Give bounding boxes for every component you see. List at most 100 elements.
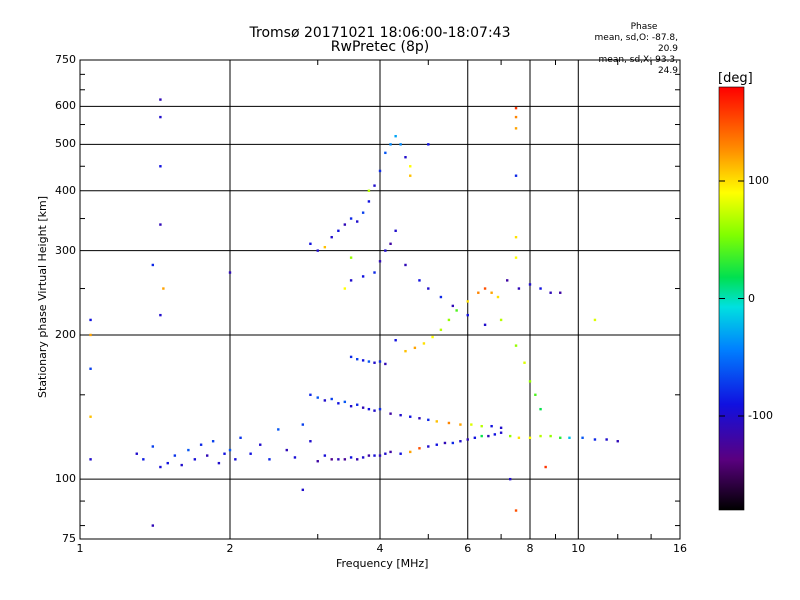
- data-point: [427, 445, 430, 448]
- data-point: [343, 287, 347, 290]
- data-point: [593, 318, 597, 322]
- x-tick-label: 4: [376, 542, 384, 555]
- data-point: [309, 393, 312, 397]
- data-point: [528, 436, 532, 439]
- data-point: [384, 362, 387, 366]
- data-point: [517, 436, 521, 439]
- data-point: [514, 344, 518, 347]
- data-point: [399, 452, 402, 455]
- x-tick-label: 10: [571, 542, 586, 555]
- data-point: [159, 165, 162, 168]
- data-point: [404, 263, 407, 267]
- data-point: [343, 223, 347, 226]
- x-tick-label: 16: [673, 542, 687, 555]
- data-point: [466, 438, 469, 441]
- data-point: [455, 309, 458, 312]
- data-point: [528, 283, 532, 286]
- data-point: [259, 443, 262, 446]
- data-point: [142, 458, 145, 461]
- data-point: [367, 454, 371, 457]
- data-point: [361, 211, 365, 214]
- y-tick-label: 600: [55, 99, 76, 113]
- data-point: [384, 151, 387, 155]
- data-point: [187, 448, 190, 452]
- data-point: [443, 441, 447, 445]
- data-point: [89, 333, 92, 337]
- data-point: [487, 434, 490, 438]
- data-point: [534, 393, 537, 397]
- data-point: [528, 380, 532, 383]
- data-point: [549, 291, 552, 294]
- data-point: [559, 436, 562, 439]
- colorbar-label: [deg]: [718, 71, 753, 86]
- data-point: [435, 420, 438, 423]
- data-point: [337, 229, 340, 232]
- data-point: [373, 361, 376, 364]
- data-point: [361, 406, 365, 409]
- data-point: [399, 143, 402, 146]
- data-point: [483, 287, 487, 290]
- data-point: [514, 174, 518, 177]
- colorbar-tick-label: -100: [748, 409, 773, 422]
- data-point: [301, 423, 305, 426]
- data-point: [330, 235, 333, 239]
- data-point: [427, 143, 430, 146]
- data-point: [514, 127, 518, 130]
- x-axis-label: Frequency [MHz]: [336, 557, 429, 570]
- data-point: [277, 428, 280, 431]
- data-point: [399, 413, 402, 417]
- y-tick-label: 750: [55, 53, 76, 66]
- data-point: [337, 458, 340, 461]
- data-point: [367, 407, 371, 411]
- data-point: [493, 433, 497, 436]
- stats-o-line: mean, sd,O: -87.8, 20.9: [594, 33, 678, 54]
- colorbar-tick-label: 100: [748, 174, 769, 187]
- data-point: [514, 115, 518, 119]
- data-point: [355, 220, 359, 223]
- data-point: [159, 98, 162, 101]
- data-point: [249, 452, 252, 455]
- data-point: [514, 235, 518, 239]
- data-point: [459, 423, 462, 426]
- data-point: [394, 339, 397, 342]
- data-point: [409, 415, 412, 418]
- y-axis-label: Stationary phase Virtual Height [km]: [36, 195, 49, 398]
- data-point: [418, 417, 421, 420]
- data-point: [378, 454, 382, 457]
- data-point: [439, 295, 443, 299]
- chart-subtitle: RwPretec (8p): [330, 39, 430, 55]
- data-point: [409, 165, 412, 168]
- data-point: [316, 396, 319, 399]
- data-point: [514, 509, 518, 512]
- data-point: [349, 355, 353, 359]
- data-point: [349, 217, 353, 220]
- data-point: [451, 441, 455, 445]
- data-point: [409, 174, 412, 177]
- data-point: [568, 436, 571, 439]
- data-point: [499, 318, 503, 322]
- data-point: [285, 448, 288, 452]
- data-point: [373, 271, 376, 274]
- data-point: [435, 443, 438, 446]
- data-point: [316, 460, 319, 463]
- y-tick-label: 100: [55, 472, 76, 486]
- x-tick-label: 8: [526, 542, 534, 555]
- data-point: [418, 279, 421, 282]
- data-point: [228, 271, 232, 274]
- data-point: [367, 200, 371, 203]
- data-point: [162, 287, 165, 290]
- data-point: [378, 260, 382, 263]
- data-point: [549, 434, 552, 438]
- data-point: [323, 245, 327, 249]
- data-point: [473, 436, 477, 439]
- data-point: [89, 318, 92, 322]
- data-point: [89, 415, 92, 418]
- data-point: [508, 477, 512, 481]
- data-point: [413, 346, 417, 350]
- data-point: [159, 313, 162, 317]
- data-point: [404, 349, 407, 353]
- data-point: [323, 454, 327, 457]
- data-point: [309, 440, 312, 443]
- data-point: [496, 295, 500, 299]
- data-point: [384, 452, 387, 455]
